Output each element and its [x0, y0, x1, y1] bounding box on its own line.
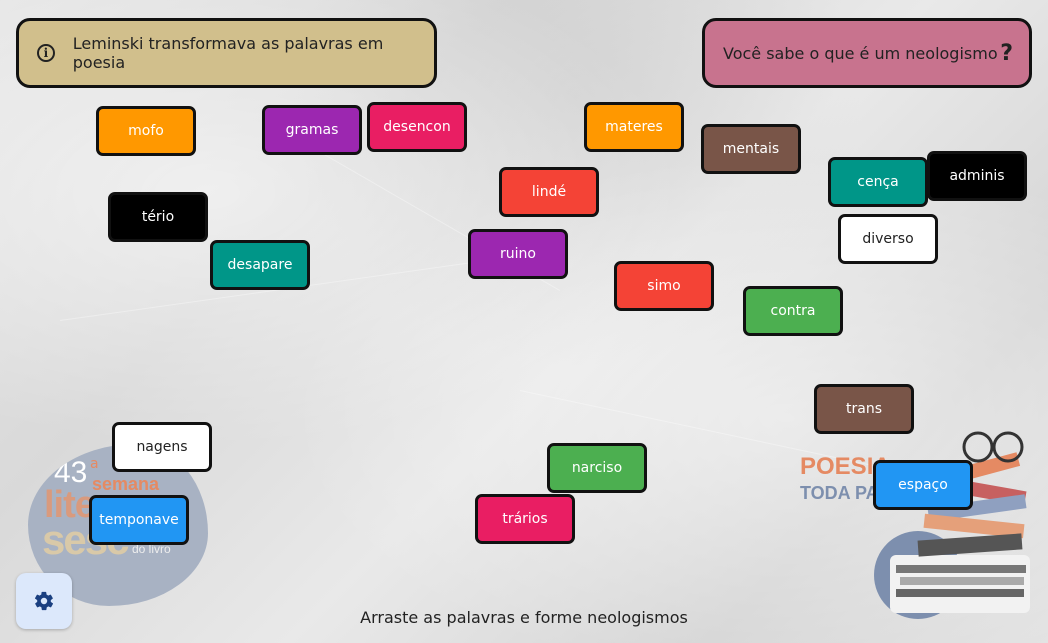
word-tile-ruino[interactable]: ruino	[468, 229, 568, 279]
logo-lite: lite	[44, 484, 96, 526]
logo-dolivro: do livro	[132, 542, 171, 556]
gear-icon	[34, 591, 54, 611]
word-tile-t-rio[interactable]: tério	[108, 192, 208, 242]
logo-number: 43	[54, 456, 88, 489]
word-tile-cen-a[interactable]: cença	[828, 157, 928, 207]
word-tile-trans[interactable]: trans	[814, 384, 914, 434]
word-tile-lind-[interactable]: lindé	[499, 167, 599, 217]
question-text: Você sabe o que é um neologismo	[723, 43, 998, 63]
instruction-text: Arraste as palavras e forme neologismos	[360, 608, 688, 627]
word-tile-adminis[interactable]: adminis	[927, 151, 1027, 201]
settings-button[interactable]	[16, 573, 72, 629]
word-tile-narciso[interactable]: narciso	[547, 443, 647, 493]
word-tile-materes[interactable]: materes	[584, 102, 684, 152]
word-tile-simo[interactable]: simo	[614, 261, 714, 311]
word-tile-desencon[interactable]: desencon	[367, 102, 467, 152]
hint-panel-left[interactable]: i Leminski transformava as palavras em p…	[16, 18, 437, 88]
word-tile-tr-rios[interactable]: trários	[475, 494, 575, 544]
logo-toda-para: TODA PAR	[800, 483, 892, 503]
logo-sup: a	[90, 456, 99, 472]
word-tile-diverso[interactable]: diverso	[838, 214, 938, 264]
word-tile-mentais[interactable]: mentais	[701, 124, 801, 174]
hint-panel-right[interactable]: Você sabe o que é um neologismo ?	[702, 18, 1032, 88]
word-tile-gramas[interactable]: gramas	[262, 105, 362, 155]
info-icon[interactable]: i	[37, 44, 55, 62]
help-icon[interactable]: ?	[1000, 40, 1013, 66]
word-tile-contra[interactable]: contra	[743, 286, 843, 336]
word-tile-mofo[interactable]: mofo	[96, 106, 196, 156]
word-tile-espa-o[interactable]: espaço	[873, 460, 973, 510]
logo-semana: semana	[92, 474, 160, 494]
hint-text: Leminski transformava as palavras em poe…	[72, 34, 384, 72]
poesia-toda-parte-logo: POESIA TODA PAR	[800, 425, 1032, 620]
word-tile-nagens[interactable]: nagens	[112, 422, 212, 472]
word-tile-temponave[interactable]: temponave	[89, 495, 189, 545]
word-tile-desapare[interactable]: desapare	[210, 240, 310, 290]
